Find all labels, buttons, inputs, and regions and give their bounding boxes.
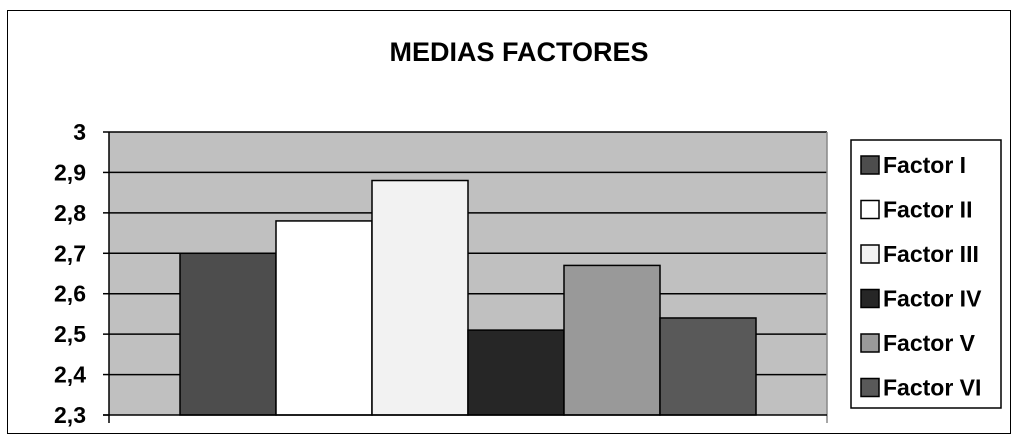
legend-label: Factor VI <box>883 375 981 401</box>
bar-factor-v <box>563 264 661 416</box>
y-tick-label: 2,5 <box>54 321 86 347</box>
bar-factor-iii <box>371 179 469 416</box>
legend-swatch <box>860 155 880 175</box>
y-axis-tick-labels: 2,3 2,4 2,5 2,6 2,7 2,8 2,9 3 <box>54 119 86 428</box>
legend-label: Factor III <box>883 241 979 267</box>
y-tick-label: 2,6 <box>54 281 86 307</box>
legend-label: Factor II <box>883 197 972 223</box>
legend-swatch <box>860 244 880 264</box>
legend-swatch <box>860 333 880 353</box>
legend-box <box>850 139 1002 409</box>
legend-label: Factor V <box>883 330 976 356</box>
legend-label: Factor IV <box>883 286 982 312</box>
y-tick-label: 2,3 <box>54 402 86 428</box>
bar-factor-vi <box>659 317 757 416</box>
legend-swatch <box>860 288 880 309</box>
bar-factor-iv <box>467 329 565 416</box>
y-tick-label: 2,8 <box>54 200 86 226</box>
y-tick-label: 2,7 <box>54 240 86 266</box>
bar-factor-i <box>179 252 277 416</box>
axes <box>103 131 828 423</box>
bar-factor-ii <box>275 220 373 416</box>
legend-swatch <box>860 377 880 398</box>
legend-swatch <box>860 199 880 220</box>
legend: Factor I Factor II Factor III Factor IV Fact… <box>850 139 1002 409</box>
legend-label: Factor I <box>883 152 966 178</box>
y-tick-label: 3 <box>73 119 86 145</box>
y-tick-label: 2,4 <box>54 362 86 388</box>
y-tick-label: 2,9 <box>54 159 86 185</box>
chart-title: MEDIAS FACTORES <box>389 37 648 67</box>
